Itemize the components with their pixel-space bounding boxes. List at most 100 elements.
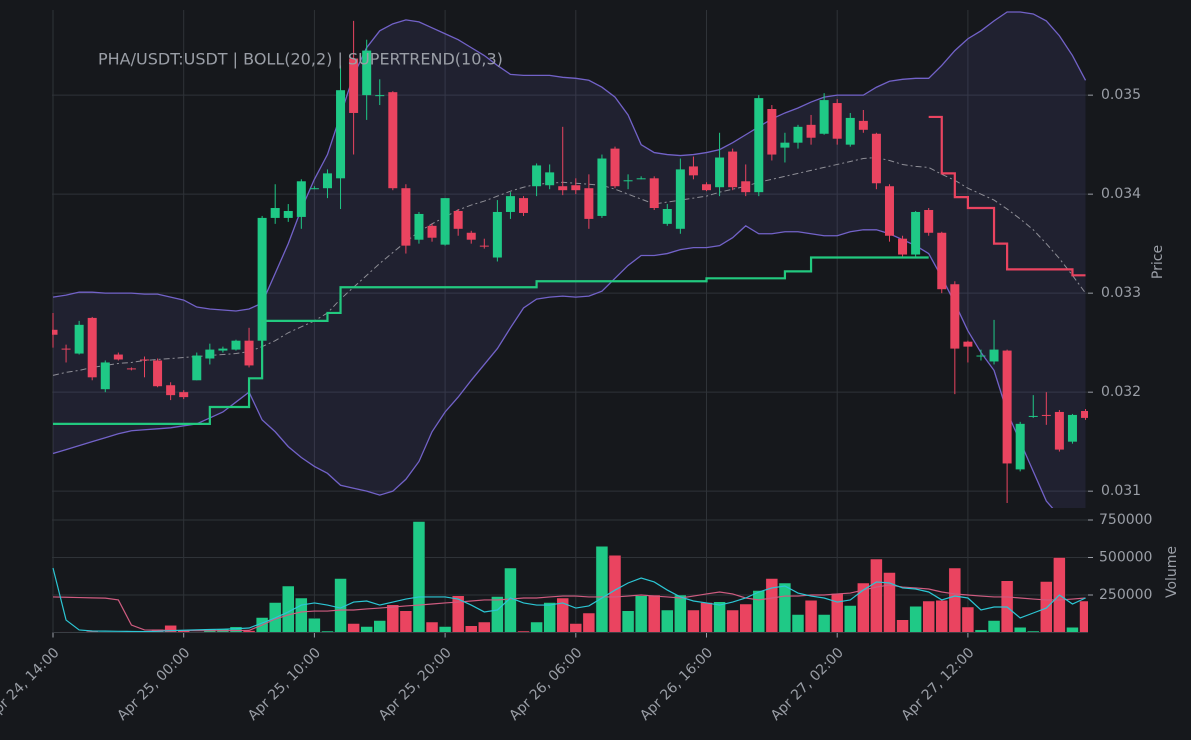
volume-bar <box>229 626 243 633</box>
volume-bar <box>935 600 949 633</box>
volume-bar <box>582 612 596 633</box>
candle-body <box>597 158 607 216</box>
candle-body <box>505 196 515 212</box>
volume-bar <box>425 621 439 633</box>
candle-body <box>375 95 385 97</box>
candle-body <box>349 58 359 113</box>
candle-body <box>715 157 725 188</box>
chart-title: PHA/USDT:USDT | BOLL(20,2) | SUPERTREND(… <box>98 50 503 69</box>
candle-body <box>610 148 620 187</box>
volume-bar <box>687 609 700 633</box>
volume-bar <box>804 600 818 633</box>
candle-body <box>244 340 254 366</box>
candle-body <box>989 349 999 362</box>
boll-band <box>53 11 1086 508</box>
candle-body <box>623 180 633 182</box>
supertrend-long <box>53 256 929 425</box>
candle-body <box>336 90 346 179</box>
candle-body <box>898 238 908 255</box>
volume-bar <box>961 606 975 633</box>
volume-bar <box>661 609 674 633</box>
candle-body <box>871 133 881 184</box>
candle-body <box>702 184 711 191</box>
volume-bar <box>726 609 739 633</box>
x-tick-label: Apr 25, 00:00 <box>114 645 193 724</box>
candle-body <box>401 188 411 246</box>
candle-body <box>309 188 319 190</box>
candle-body <box>858 120 868 130</box>
candle-body <box>87 317 97 378</box>
supertrend-short <box>928 115 1086 277</box>
candle-body <box>283 210 293 218</box>
candle-body <box>636 178 646 180</box>
volume-bar <box>817 614 831 633</box>
volume-axis-label: Volume <box>1164 546 1180 598</box>
volume-bar <box>674 594 687 633</box>
candle-body <box>74 324 84 354</box>
candle-body <box>427 225 437 238</box>
candle-body <box>52 329 58 335</box>
boll-mid <box>52 157 1086 376</box>
candle-body <box>571 185 581 191</box>
y-tick-label: 0.034 <box>1101 186 1141 202</box>
candle-body <box>440 198 450 245</box>
volume-bar <box>569 623 583 633</box>
candle-body <box>950 284 960 349</box>
candle-body <box>963 341 973 347</box>
candle-body <box>976 355 986 357</box>
candle-body <box>166 385 176 396</box>
volume-bar <box>1079 600 1088 633</box>
candle-body <box>741 181 751 193</box>
candle-body <box>270 208 280 218</box>
volume-bar <box>700 602 713 633</box>
candle-body <box>1041 414 1051 416</box>
x-tick-label: Apr 27, 12:00 <box>899 645 978 724</box>
candle-body <box>1028 415 1038 417</box>
candle-body <box>296 181 306 217</box>
candle-body <box>545 172 555 186</box>
volume-bar <box>1040 581 1053 633</box>
volume-bar <box>1066 627 1079 633</box>
volume-bar <box>595 546 609 633</box>
candle-body <box>179 392 189 398</box>
candle-body <box>362 50 372 96</box>
volume-bar <box>752 590 766 633</box>
volume-bar <box>634 595 648 633</box>
candle-body <box>139 359 149 361</box>
x-tick-label: Apr 24, 14:00 <box>0 645 63 724</box>
candle-body <box>754 98 764 193</box>
volume-panel <box>52 521 1088 633</box>
volume-tick-label: 500000 <box>1099 550 1152 566</box>
candle-body <box>819 100 829 134</box>
volume-bar <box>870 558 883 633</box>
candle-body <box>61 348 71 350</box>
candle-body <box>1015 423 1025 470</box>
volume-bar <box>308 618 321 633</box>
candle-body <box>1002 350 1012 464</box>
x-tick-label: Apr 25, 20:00 <box>376 645 455 724</box>
volume-bar <box>791 614 805 633</box>
volume-bar <box>922 600 935 633</box>
volume-bar <box>765 578 779 633</box>
candle-body <box>1081 410 1088 418</box>
grid <box>52 10 1088 633</box>
candle-body <box>479 245 489 247</box>
volume-tick-label: 750000 <box>1099 512 1152 528</box>
y-tick-label: 0.031 <box>1101 483 1141 499</box>
candle-body <box>153 360 163 387</box>
volume-bar <box>830 593 844 633</box>
volume-bar <box>883 572 896 633</box>
candle-body <box>806 124 816 138</box>
candle-body <box>884 186 894 236</box>
volume-bar <box>543 602 556 633</box>
volume-bar <box>438 626 452 633</box>
boll-upper <box>52 11 1087 312</box>
volume-bar <box>464 625 478 633</box>
volume-bar <box>647 594 661 633</box>
candle-body <box>453 210 463 229</box>
y-axis-label: Price <box>1150 245 1166 279</box>
candle-body <box>466 232 476 240</box>
candle-body <box>205 349 215 359</box>
candle-body <box>231 340 241 350</box>
volume-bar <box>412 521 426 633</box>
